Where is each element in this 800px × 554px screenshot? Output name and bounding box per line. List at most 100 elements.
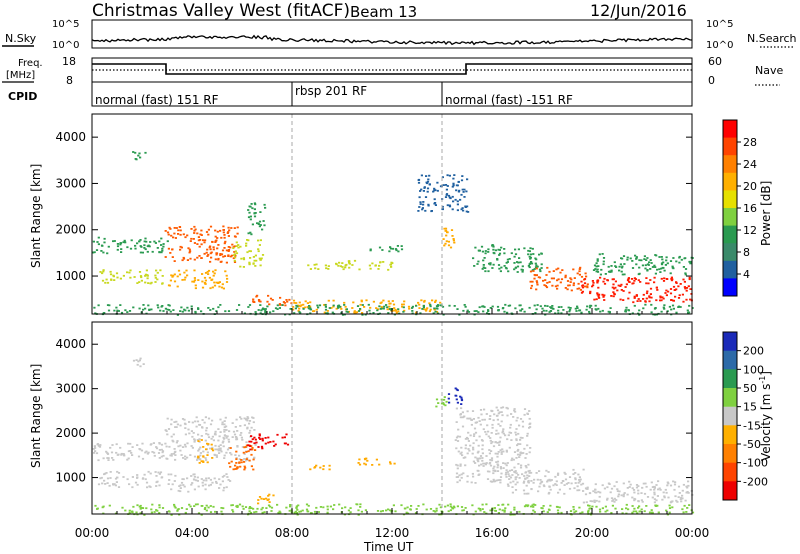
velocity-cell [240, 432, 243, 434]
power-cell [180, 246, 183, 249]
velocity-cell [253, 456, 256, 459]
power-cell [648, 295, 651, 298]
power-cell [612, 283, 615, 286]
velocity-cell [227, 438, 230, 441]
velocity-cell [643, 492, 647, 495]
velocity-cell [244, 466, 247, 469]
velocity-cell [507, 485, 510, 487]
power-cell [103, 237, 106, 240]
power-cell [159, 269, 162, 272]
power-cell [257, 309, 260, 311]
power-cell [619, 298, 622, 301]
power-cell [456, 200, 459, 203]
velocity-cell [560, 511, 563, 514]
power-cell [207, 253, 210, 256]
velocity-cell [452, 505, 455, 508]
power-cell [255, 295, 258, 298]
velocity-cell [606, 509, 609, 512]
velocity-cell [510, 469, 514, 471]
power-cell [669, 272, 672, 275]
power-cell [158, 251, 161, 254]
velocity-cell [155, 485, 158, 487]
velocity-cell [246, 457, 249, 459]
velocity-cell [636, 512, 639, 515]
velocity-cell [232, 510, 235, 513]
velocity-cell [137, 455, 141, 458]
power-cell [664, 264, 667, 266]
power-cell [598, 297, 601, 299]
velocity-cell [501, 431, 504, 434]
power-cell [255, 259, 258, 262]
velocity-cell [681, 508, 684, 511]
velocity-cell [365, 457, 368, 460]
velocity-cell [289, 504, 292, 506]
velocity-cell [213, 433, 217, 436]
x-tick-label: 00:00 [75, 526, 110, 540]
power-cell [235, 245, 238, 247]
power-cell [466, 205, 469, 208]
velocity-cell [487, 435, 490, 438]
velocity-cell [149, 443, 152, 446]
power-cell [369, 249, 372, 252]
power-cell [539, 305, 542, 308]
power-cell [688, 311, 691, 314]
power-cell [359, 308, 362, 310]
power-cell [324, 308, 328, 311]
power-cell [457, 181, 460, 183]
velocity-cell [218, 452, 221, 454]
power-cell [566, 280, 570, 282]
velocity-cell [573, 487, 576, 490]
power-cell [160, 237, 163, 240]
power-cell [411, 305, 414, 308]
velocity-cell [515, 438, 518, 441]
velocity-cell [108, 484, 111, 487]
power-cell [444, 227, 448, 230]
power-cell [556, 284, 559, 287]
power-cell [445, 234, 448, 237]
power-cell [126, 311, 129, 313]
power-cell [580, 275, 584, 278]
power-cell [603, 277, 606, 280]
power-cell [618, 269, 621, 272]
power-cell [139, 156, 142, 159]
velocity-cell [253, 511, 256, 514]
power-cell [225, 281, 229, 283]
power-cell [315, 308, 318, 311]
power-cell [648, 261, 651, 264]
velocity-cell [524, 478, 527, 480]
velocity-cell [106, 452, 109, 454]
power-cell [172, 236, 175, 239]
power-cell [576, 307, 579, 309]
power-cell [504, 303, 507, 306]
power-cell [109, 273, 113, 276]
power-cell [239, 265, 242, 268]
power-cell [112, 240, 115, 243]
power-cell [167, 304, 170, 306]
power-cell [265, 311, 268, 313]
power-cell [164, 230, 167, 232]
velocity-cell [224, 416, 227, 419]
velocity-cell [612, 499, 615, 501]
velocity-cell [243, 458, 246, 460]
velocity-cell [261, 511, 264, 514]
power-cell [424, 196, 428, 198]
power-cell [688, 260, 691, 263]
power-cell [624, 310, 627, 313]
power-cell [378, 305, 381, 308]
velocity-cell [349, 507, 352, 509]
velocity-cell [210, 437, 213, 440]
velocity-cell [587, 504, 590, 507]
velocity-cell [242, 451, 245, 454]
x-tick-label: 04:00 [175, 526, 210, 540]
power-cell [552, 308, 555, 310]
power-cell [389, 247, 392, 250]
velocity-cell [267, 504, 271, 507]
power-cell [206, 271, 209, 273]
power-cell [450, 229, 454, 231]
velocity-cell [499, 436, 502, 439]
power-cell [415, 304, 418, 307]
velocity-cell [170, 453, 173, 455]
power-cell [402, 310, 405, 313]
power-cell [521, 308, 524, 310]
power-cell [461, 207, 464, 209]
